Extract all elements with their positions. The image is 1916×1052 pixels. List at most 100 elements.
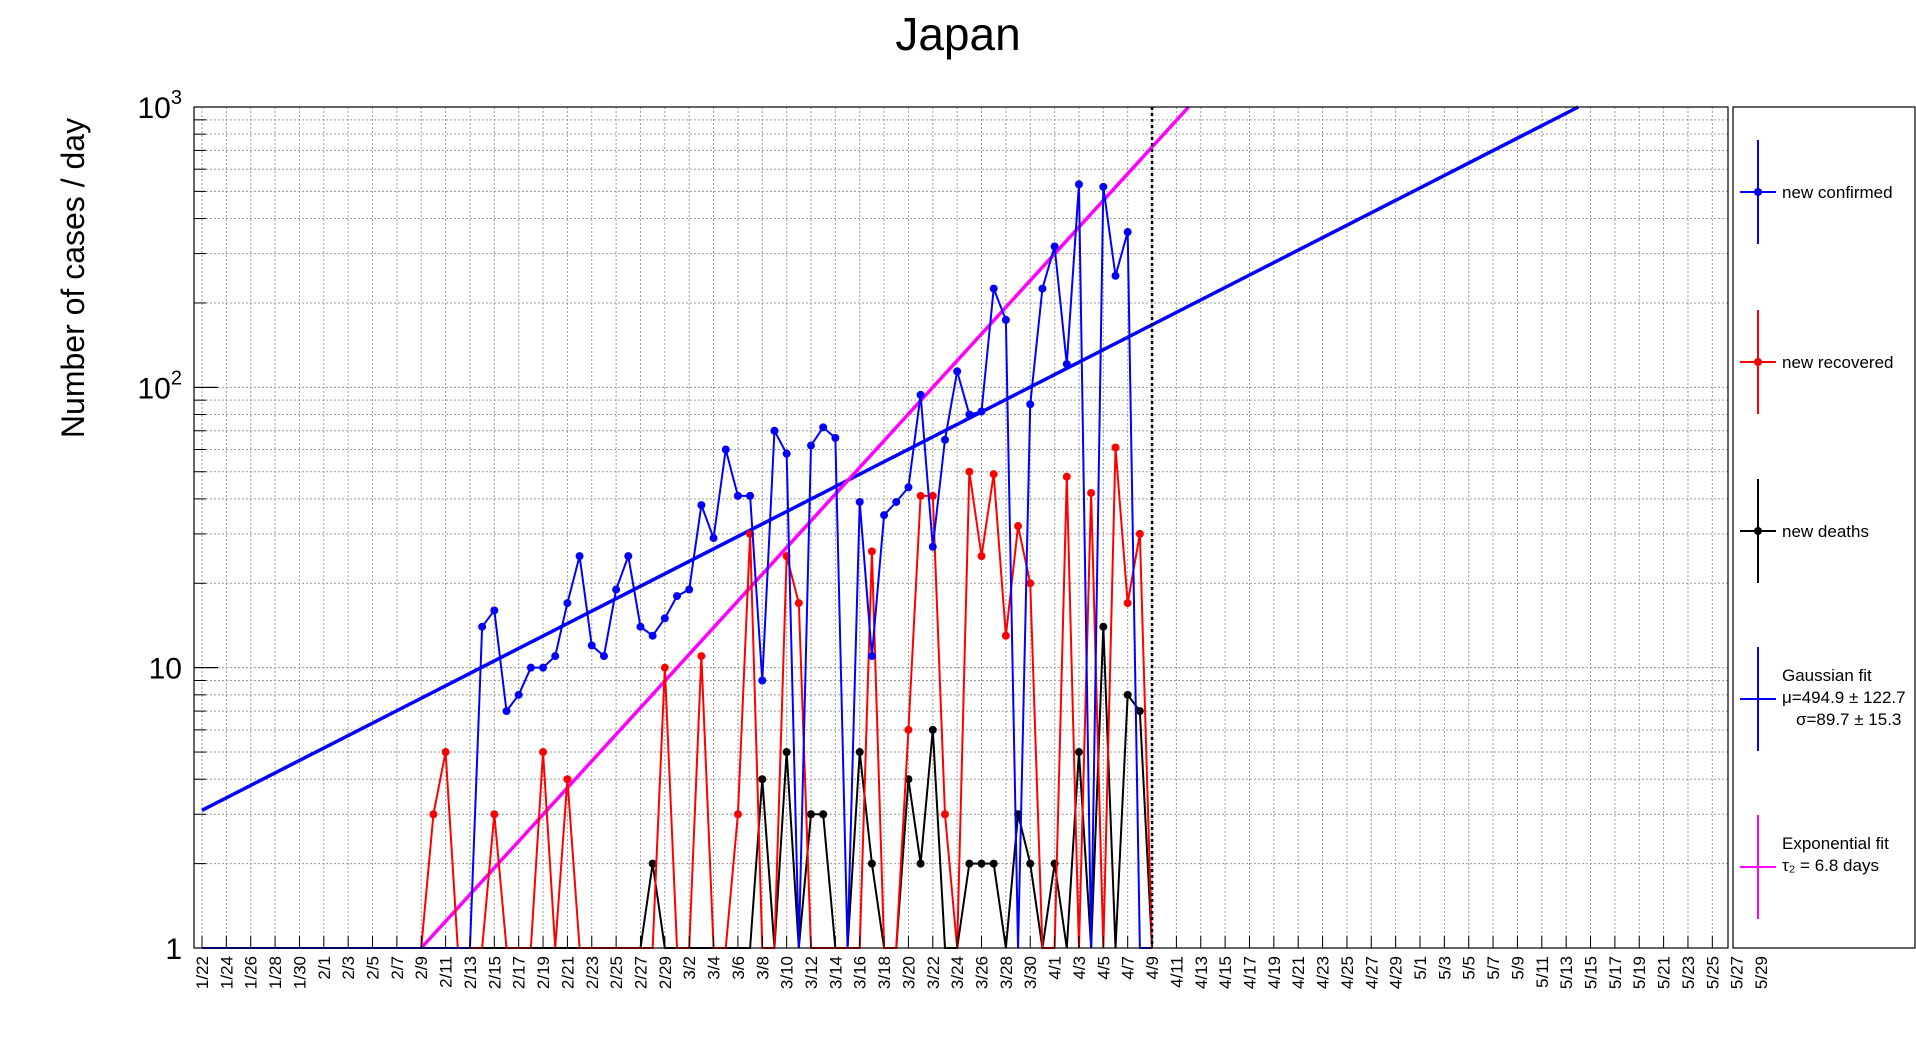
x-tick-label: 3/28	[997, 956, 1016, 989]
data-point-new-confirmed	[1062, 360, 1071, 369]
data-point-new-confirmed	[892, 497, 901, 506]
x-tick-label: 2/1	[315, 956, 334, 980]
x-tick-label: 5/27	[1728, 956, 1747, 989]
x-tick-label: 4/7	[1119, 956, 1138, 980]
x-tick-label: 2/29	[656, 956, 675, 989]
data-point-new-recovered	[1062, 472, 1071, 481]
data-point-new-confirmed	[855, 497, 864, 506]
data-point-new-recovered	[563, 775, 572, 784]
data-point-new-confirmed	[1123, 228, 1132, 237]
data-point-new-recovered	[490, 810, 499, 819]
data-series	[202, 180, 1154, 949]
data-point-new-confirmed	[648, 631, 657, 640]
series-new-confirmed	[202, 180, 1153, 949]
fit-line-exponential-fit	[419, 105, 1190, 950]
x-tick-label: 4/1	[1046, 956, 1065, 980]
x-tick-label: 2/7	[388, 956, 407, 980]
fit-lines	[201, 105, 1580, 950]
data-point-new-confirmed	[880, 511, 889, 520]
x-tick-label: 4/17	[1240, 956, 1259, 989]
data-point-new-confirmed	[867, 652, 876, 661]
data-point-new-deaths	[819, 810, 828, 819]
chart-title: Japan	[895, 8, 1020, 60]
y-axis-label: Number of cases / day	[55, 118, 91, 438]
data-point-new-recovered	[429, 810, 438, 819]
x-axis: 1/22 1/24 1/26 1/28 1/30 2/1 2/3 2/5 2/7 2/9 2/11 2…	[193, 936, 1771, 989]
data-point-new-confirmed	[624, 552, 633, 561]
x-tick-label: 4/25	[1338, 956, 1357, 989]
x-tick-label: 1/28	[266, 956, 285, 989]
x-tick-label: 5/15	[1582, 956, 1601, 989]
data-point-new-confirmed	[599, 652, 608, 661]
x-tick-label: 2/5	[364, 956, 383, 980]
x-tick-label: 4/15	[1216, 956, 1235, 989]
data-point-new-deaths	[855, 748, 864, 757]
data-point-new-recovered	[916, 491, 925, 500]
legend-item-exponential-fit: Exponential fit τ₂ = 6.8 days	[1740, 815, 1889, 919]
data-point-new-recovered	[1123, 599, 1132, 608]
x-tick-label: 3/26	[973, 956, 992, 989]
x-tick-label: 2/19	[534, 956, 553, 989]
x-tick-label: 3/6	[729, 956, 748, 980]
x-tick-label: 2/27	[631, 956, 650, 989]
y-axis: 1 10 102 103	[138, 87, 218, 966]
legend-marker	[1754, 527, 1762, 535]
data-point-new-deaths	[965, 859, 974, 868]
legend-label: new confirmed	[1782, 183, 1893, 202]
data-point-new-recovered	[1026, 579, 1035, 588]
x-tick-label: 2/3	[339, 956, 358, 980]
data-point-new-deaths	[867, 859, 876, 868]
data-point-new-confirmed	[770, 426, 779, 435]
data-point-new-confirmed	[819, 423, 828, 432]
data-point-new-confirmed	[575, 552, 584, 561]
data-point-new-recovered	[1135, 529, 1144, 538]
series-new-deaths	[202, 622, 1154, 949]
data-point-new-recovered	[1087, 488, 1096, 497]
data-point-new-deaths	[928, 725, 937, 734]
data-point-new-confirmed	[636, 622, 645, 631]
x-tick-label: 4/13	[1192, 956, 1211, 989]
x-tick-label: 3/12	[802, 956, 821, 989]
data-point-new-recovered	[867, 547, 876, 556]
x-tick-label: 4/23	[1314, 956, 1333, 989]
data-point-new-confirmed	[478, 622, 487, 631]
data-point-new-recovered	[539, 748, 548, 757]
data-point-new-confirmed	[551, 652, 560, 661]
data-point-new-confirmed	[928, 542, 937, 551]
legend-label: Gaussian fit	[1782, 666, 1872, 685]
data-point-new-confirmed	[1111, 271, 1120, 280]
data-point-new-recovered	[733, 810, 742, 819]
x-tick-label: 4/19	[1265, 956, 1284, 989]
legend-item-gaussian-fit: Gaussian fit μ=494.9 ± 122.7 σ=89.7 ± 15.3	[1740, 647, 1906, 751]
x-tick-label: 3/22	[924, 956, 943, 989]
x-tick-label: 2/23	[583, 956, 602, 989]
data-point-new-recovered	[1014, 522, 1023, 531]
legend-marker	[1754, 188, 1762, 196]
data-point-new-confirmed	[953, 367, 962, 376]
data-point-new-recovered	[697, 652, 706, 661]
data-point-new-confirmed	[1050, 242, 1059, 251]
x-tick-label: 5/1	[1411, 956, 1430, 980]
x-tick-label: 5/3	[1435, 956, 1454, 980]
x-tick-label: 5/23	[1679, 956, 1698, 989]
data-point-new-confirmed	[673, 592, 682, 601]
x-tick-label: 5/7	[1484, 956, 1503, 980]
data-point-new-recovered	[441, 748, 450, 757]
data-point-new-confirmed	[563, 599, 572, 608]
data-point-new-confirmed	[490, 606, 499, 615]
data-point-new-confirmed	[831, 433, 840, 442]
data-point-new-recovered	[989, 470, 998, 479]
data-point-new-confirmed	[965, 410, 974, 419]
x-tick-label: 5/29	[1752, 956, 1771, 989]
data-point-new-confirmed	[758, 676, 767, 685]
data-point-new-recovered	[794, 599, 803, 608]
legend-item-new-recovered: new recovered	[1740, 310, 1894, 414]
legend-item-new-deaths: new deaths	[1740, 479, 1869, 583]
data-point-new-confirmed	[709, 534, 718, 543]
data-point-new-confirmed	[697, 501, 706, 510]
x-tick-label: 4/27	[1362, 956, 1381, 989]
data-point-new-deaths	[1135, 707, 1144, 716]
data-point-new-confirmed	[539, 663, 548, 672]
legend-sublabel: σ=89.7 ± 15.3	[1796, 710, 1901, 729]
data-point-new-recovered	[940, 810, 949, 819]
